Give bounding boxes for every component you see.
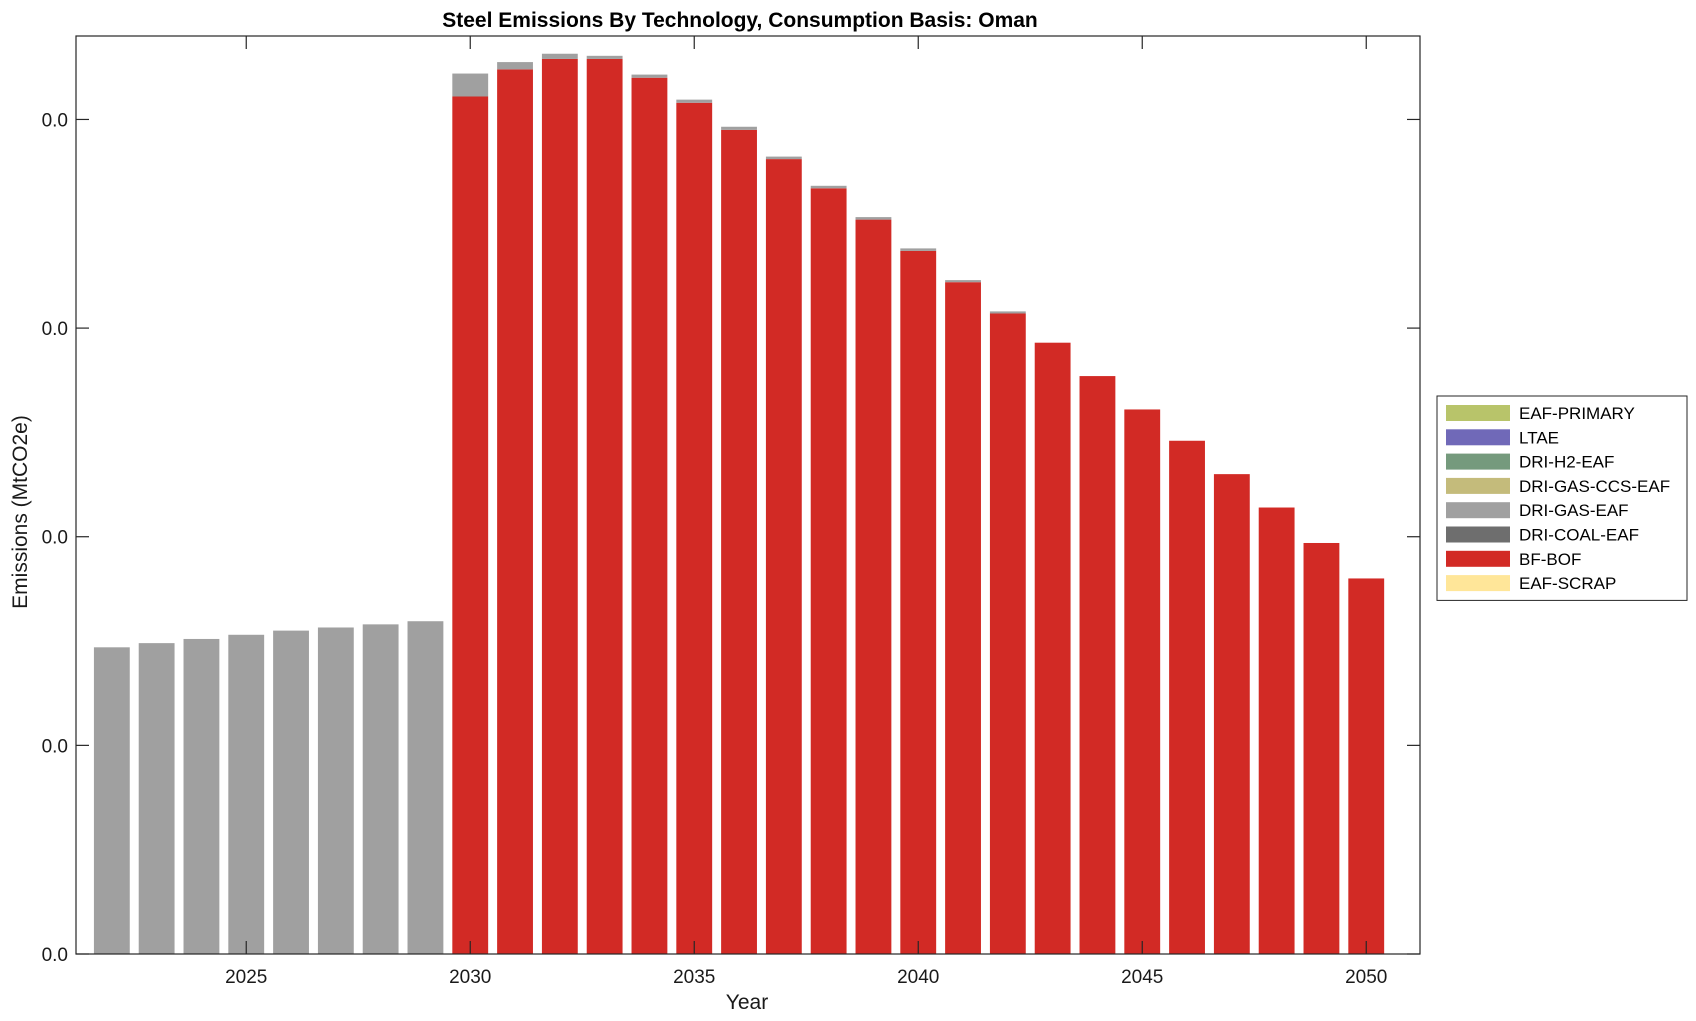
bar-dri-gas-eaf-2023: [138, 643, 175, 954]
legend-swatch-eaf-primary: [1446, 405, 1510, 421]
bar-dri-gas-eaf-2036: [721, 126, 757, 130]
legend-label-dri-gas-eaf: DRI-GAS-EAF: [1519, 501, 1629, 520]
legend-swatch-dri-h2-eaf: [1446, 453, 1510, 470]
legend-label-dri-h2-eaf: DRI-H2-EAF: [1519, 453, 1614, 472]
legend-swatch-dri-coal-eaf: [1446, 526, 1510, 543]
x-tick-label-2035: 2035: [673, 967, 715, 988]
y-axis-label: Emissions (MtCO2e): [9, 415, 32, 609]
bar-dri-gas-eaf-2022: [93, 647, 130, 954]
x-tick-label-2030: 2030: [449, 967, 491, 988]
bar-bf-bof-2039: [855, 219, 892, 955]
bar-bf-bof-2041: [945, 282, 981, 954]
bar-dri-gas-eaf-2028: [362, 624, 399, 954]
bar-dri-gas-eaf-2024: [183, 638, 220, 954]
legend-label-dri-coal-eaf: DRI-COAL-EAF: [1519, 526, 1639, 545]
legend-swatch-ltae: [1446, 429, 1510, 446]
y-tick-label-3: 0.0: [42, 319, 68, 340]
legend-swatch-eaf-scrap: [1446, 575, 1510, 592]
bar-bf-bof-2049: [1303, 542, 1340, 954]
legend-swatch-dri-gas-eaf: [1446, 502, 1510, 519]
x-tick-label-2050: 2050: [1345, 967, 1387, 988]
bar-bf-bof-2047: [1213, 474, 1250, 954]
x-tick-label-2025: 2025: [225, 967, 267, 988]
legend-label-ltae: LTAE: [1519, 428, 1559, 447]
legend-label-eaf-primary: EAF-PRIMARY: [1519, 404, 1635, 423]
bar-bf-bof-2042: [989, 313, 1026, 955]
bar-dri-gas-eaf-2031: [497, 62, 533, 70]
y-tick-label-0: 0.0: [42, 945, 68, 966]
bar-bf-bof-2040: [900, 250, 937, 955]
bar-bf-bof-2031: [497, 69, 533, 954]
bar-dri-gas-eaf-2038: [810, 185, 847, 189]
bar-bf-bof-2032: [541, 58, 578, 954]
bar-dri-gas-eaf-2026: [273, 630, 309, 954]
bar-bf-bof-2034: [631, 77, 668, 954]
bar-dri-gas-eaf-2035: [676, 99, 713, 103]
bar-bf-bof-2038: [810, 188, 847, 954]
x-tick-label-2045: 2045: [1121, 967, 1163, 988]
bar-bf-bof-2050: [1348, 578, 1385, 954]
legend-label-eaf-scrap: EAF-SCRAP: [1519, 574, 1616, 593]
bar-dri-gas-eaf-2034: [631, 74, 668, 78]
bar-dri-gas-eaf-2032: [541, 53, 578, 59]
y-tick-label-1: 0.0: [42, 736, 68, 757]
legend-label-dri-gas-ccs-eaf: DRI-GAS-CCS-EAF: [1519, 477, 1670, 496]
bar-bf-bof-2036: [721, 129, 757, 955]
legend-box: [1436, 395, 1688, 601]
bar-dri-gas-eaf-2025: [228, 634, 265, 954]
bar-bf-bof-2037: [765, 159, 802, 954]
x-tick-label-2040: 2040: [897, 967, 939, 988]
bar-bf-bof-2033: [586, 58, 623, 954]
legend: EAF-PRIMARY LTAE DRI-H2-EAF DRI-GAS-CCS-EAF…: [1436, 395, 1688, 601]
tick-labels-layer: 2025 2030 2035 2040 2045 2050 0.0 0.0 0.0 0.0 0.0: [42, 110, 1388, 988]
x-axis-label: Year: [726, 991, 768, 1014]
bar-dri-gas-eaf-2039: [855, 217, 892, 220]
y-tick-label-2: 0.0: [42, 528, 68, 549]
bar-bf-bof-2046: [1169, 440, 1205, 955]
bar-bf-bof-2043: [1034, 342, 1071, 955]
bar-dri-gas-eaf-2037: [765, 156, 802, 160]
ticks-layer: [76, 36, 1420, 955]
bar-dri-gas-eaf-2042: [989, 311, 1026, 314]
bar-bf-bof-2044: [1079, 376, 1116, 954]
bar-bf-bof-2048: [1258, 507, 1295, 954]
bar-dri-gas-eaf-2041: [945, 280, 981, 283]
bar-dri-gas-eaf-2027: [317, 627, 354, 954]
legend-label-bf-bof: BF-BOF: [1519, 550, 1581, 569]
plot-area-frame: [75, 35, 1421, 955]
legend-swatch-bf-bof: [1446, 550, 1510, 567]
legend-swatch-dri-gas-ccs-eaf: [1446, 477, 1510, 494]
y-tick-label-4: 0.0: [42, 110, 68, 131]
bar-dri-gas-eaf-2029: [407, 621, 444, 954]
bar-dri-gas-eaf-2040: [900, 248, 937, 251]
bar-dri-gas-eaf-2030: [452, 73, 489, 97]
bars-layer: [93, 53, 1385, 955]
bar-bf-bof-2030: [452, 96, 489, 955]
bar-dri-gas-eaf-2033: [586, 55, 623, 59]
bar-bf-bof-2045: [1124, 409, 1161, 954]
bar-bf-bof-2035: [676, 102, 713, 955]
chart-title: Steel Emissions By Technology, Consumpti…: [442, 9, 1038, 32]
